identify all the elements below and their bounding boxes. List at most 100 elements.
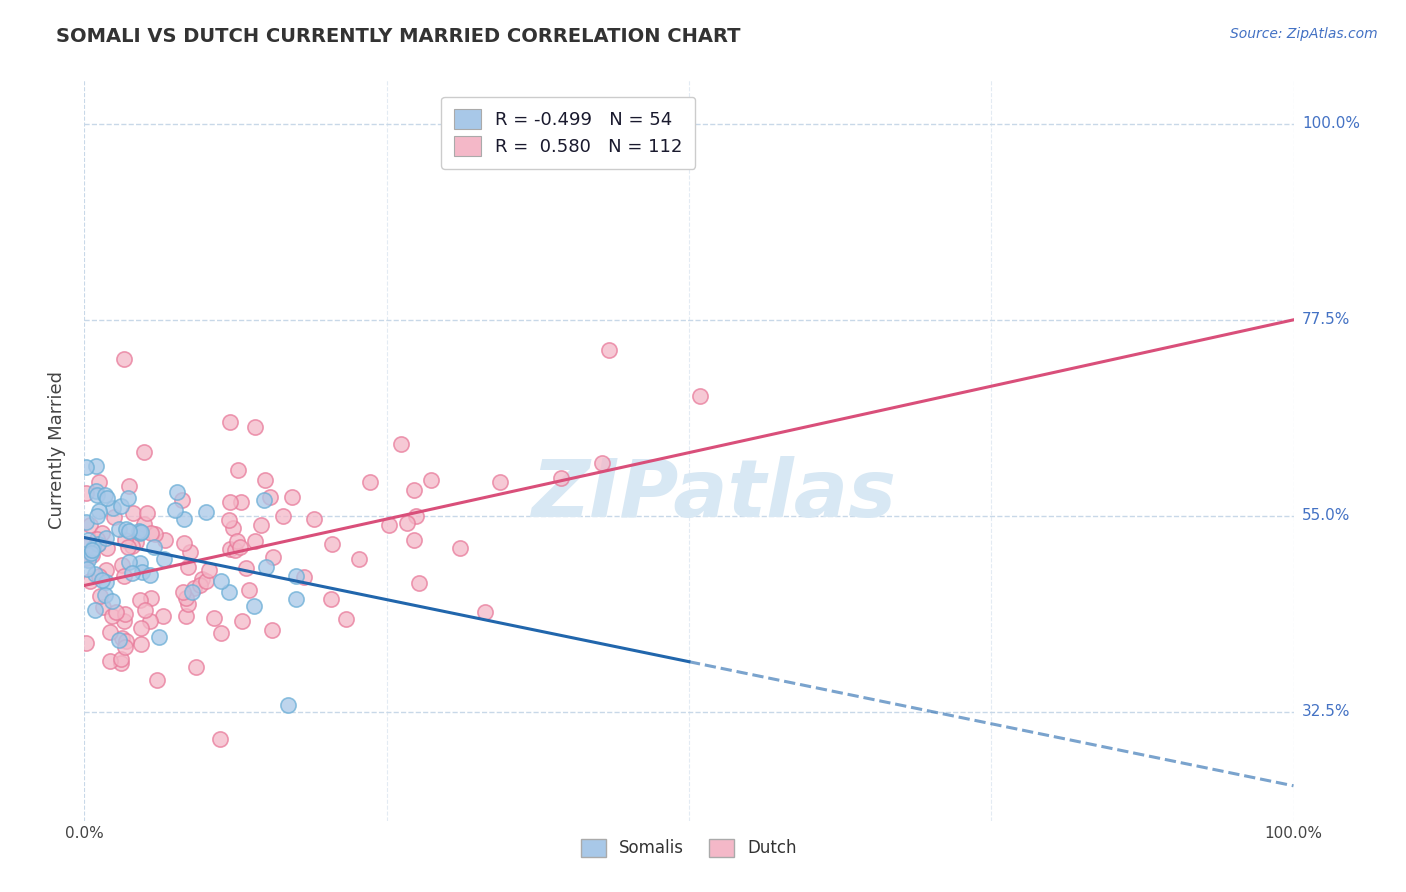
Point xyxy=(76,460,98,475)
Point xyxy=(166,484,188,499)
Point xyxy=(129,636,152,650)
Point xyxy=(218,513,240,527)
Point xyxy=(184,659,207,673)
Point xyxy=(76,540,98,554)
Point xyxy=(110,499,132,513)
Point xyxy=(91,573,114,587)
Point xyxy=(134,445,156,459)
Point xyxy=(112,569,135,583)
Point xyxy=(75,485,97,500)
Point xyxy=(208,732,231,747)
Point xyxy=(86,508,108,523)
Point xyxy=(108,632,131,647)
Point xyxy=(82,541,104,556)
Point xyxy=(449,541,471,555)
Y-axis label: Currently Married: Currently Married xyxy=(48,371,66,530)
Point xyxy=(195,574,218,588)
Point xyxy=(191,572,214,586)
Point xyxy=(111,558,134,572)
Point xyxy=(598,343,620,357)
Point xyxy=(139,591,162,606)
Point xyxy=(76,562,98,576)
Point xyxy=(194,505,217,519)
Point xyxy=(86,483,108,498)
Point xyxy=(173,511,195,525)
Point xyxy=(224,542,246,557)
Point xyxy=(262,550,284,565)
Point xyxy=(284,569,307,583)
Text: 55.0%: 55.0% xyxy=(1302,508,1350,524)
Point xyxy=(253,492,276,507)
Point xyxy=(229,541,252,555)
Point xyxy=(174,609,197,624)
Point xyxy=(277,698,299,712)
Point xyxy=(550,470,572,484)
Point xyxy=(128,557,150,571)
Point xyxy=(249,518,271,533)
Point xyxy=(90,526,112,541)
Point xyxy=(170,492,193,507)
Point xyxy=(143,527,166,541)
Point xyxy=(129,524,152,539)
Point xyxy=(118,555,141,569)
Point xyxy=(163,502,186,516)
Point xyxy=(285,592,308,607)
Point xyxy=(408,576,430,591)
Point xyxy=(77,533,100,548)
Point xyxy=(134,602,156,616)
Point xyxy=(198,563,221,577)
Point xyxy=(229,495,252,509)
Point xyxy=(128,524,150,539)
Point xyxy=(86,532,108,546)
Point xyxy=(591,456,613,470)
Point xyxy=(87,504,110,518)
Point xyxy=(177,597,200,611)
Point xyxy=(125,535,148,549)
Point xyxy=(188,578,211,592)
Text: SOMALI VS DUTCH CURRENTLY MARRIED CORRELATION CHART: SOMALI VS DUTCH CURRENTLY MARRIED CORREL… xyxy=(56,27,741,45)
Point xyxy=(243,599,266,613)
Point xyxy=(153,533,176,548)
Point xyxy=(112,614,135,628)
Point xyxy=(254,473,277,487)
Point xyxy=(75,516,97,530)
Point xyxy=(302,512,325,526)
Point xyxy=(347,552,370,566)
Point xyxy=(75,636,97,650)
Point xyxy=(209,574,232,589)
Point xyxy=(114,522,136,536)
Text: 32.5%: 32.5% xyxy=(1302,705,1350,719)
Point xyxy=(222,520,245,534)
Point xyxy=(243,533,266,548)
Point xyxy=(101,609,124,624)
Point xyxy=(321,537,343,551)
Point xyxy=(689,389,711,403)
Point xyxy=(218,585,240,599)
Point xyxy=(107,522,129,536)
Point xyxy=(259,490,281,504)
Text: 100.0%: 100.0% xyxy=(1302,116,1360,131)
Point xyxy=(111,631,134,645)
Point xyxy=(135,506,157,520)
Point xyxy=(79,574,101,588)
Point xyxy=(101,593,124,607)
Point xyxy=(238,582,260,597)
Point xyxy=(404,533,426,548)
Point xyxy=(219,416,242,430)
Point xyxy=(226,463,249,477)
Point xyxy=(209,626,232,640)
Point xyxy=(122,507,145,521)
Point xyxy=(139,526,162,541)
Point xyxy=(114,640,136,654)
Point xyxy=(87,569,110,583)
Point xyxy=(84,459,107,474)
Point xyxy=(79,517,101,532)
Point xyxy=(117,491,139,506)
Point xyxy=(101,501,124,516)
Point xyxy=(75,551,97,566)
Point xyxy=(143,541,166,555)
Point xyxy=(273,508,295,523)
Point xyxy=(389,437,412,451)
Point xyxy=(114,607,136,621)
Point xyxy=(262,624,284,638)
